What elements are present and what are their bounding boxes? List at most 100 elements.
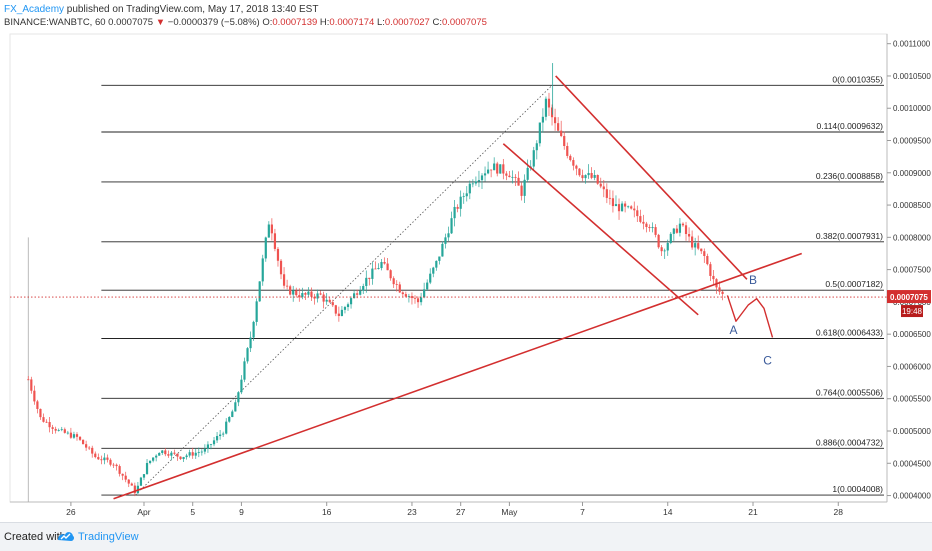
candle-body — [566, 146, 569, 156]
candle-body — [203, 448, 206, 452]
symbol-name: BINANCE:WANBTC, 60 — [4, 17, 106, 28]
candle-body — [319, 293, 322, 295]
candle-body — [654, 227, 657, 235]
candle-body — [678, 223, 682, 233]
candle-body — [286, 285, 289, 287]
down-triangle-icon: ▼ — [155, 17, 166, 28]
candle-body — [672, 228, 675, 234]
candle-body — [152, 457, 155, 461]
candle-body — [563, 136, 566, 147]
candle-body — [243, 361, 246, 380]
close-label: C: — [432, 17, 442, 28]
candle-body — [301, 293, 304, 298]
candle-body — [587, 173, 590, 176]
candle-body — [398, 284, 401, 293]
candle-body — [91, 447, 94, 454]
low-value: 0.0007027 — [384, 17, 430, 28]
price-change: −0.0000379 (−5.08%) — [167, 17, 260, 28]
candle-body — [468, 183, 471, 194]
candle-body — [602, 186, 605, 190]
x-tick-label: 27 — [456, 507, 466, 517]
candle-body — [709, 264, 712, 276]
last-price-tag — [887, 290, 931, 304]
fib-level-label: 0(0.0010355) — [832, 74, 883, 84]
candle-body — [694, 243, 697, 248]
candle-body — [517, 177, 520, 186]
candle-body — [700, 248, 703, 252]
candle-body — [374, 268, 377, 270]
candle-body — [72, 434, 76, 438]
candle-body — [252, 321, 255, 338]
y-tick-label: 0.0004000 — [893, 492, 931, 501]
candle-body — [292, 290, 295, 295]
candle-body — [617, 204, 621, 212]
candle-body — [273, 233, 277, 249]
y-tick-label: 0.0011000 — [893, 40, 931, 49]
fib-level-label: 0.764(0.0005506) — [816, 387, 883, 397]
last-price-tag-label: 0.0007075 — [890, 293, 928, 302]
candle-body — [215, 436, 219, 441]
candle-body — [63, 429, 66, 433]
candle-body — [194, 452, 197, 456]
candle-body — [237, 392, 240, 403]
candle-body — [666, 242, 669, 251]
candle-body — [432, 267, 435, 274]
low-label: L: — [376, 17, 385, 28]
candle-body — [684, 225, 688, 235]
candle-body — [419, 297, 423, 303]
candle-body — [639, 216, 642, 222]
plot-frame — [9, 33, 888, 503]
candle-body — [450, 218, 453, 234]
candle-body — [681, 223, 685, 226]
symbol-line: BINANCE:WANBTC, 60 0.0007075 ▼ −0.000037… — [4, 16, 487, 29]
candle-body — [127, 479, 130, 484]
candle-body — [164, 450, 167, 455]
candle-body — [596, 175, 599, 184]
candle-body — [234, 402, 237, 412]
candle-body — [85, 444, 88, 448]
candle-body — [325, 299, 328, 302]
candle-body — [94, 453, 97, 458]
candle-body — [593, 175, 596, 178]
candle-body — [380, 262, 383, 269]
candle-body — [222, 433, 225, 435]
candle-body — [206, 444, 210, 449]
candle-body — [69, 432, 73, 438]
candle-body — [429, 273, 432, 283]
fib-level-label: 0.236(0.0008858) — [816, 171, 883, 181]
candle-body — [444, 237, 447, 244]
candle-body — [383, 262, 386, 264]
candle-body — [340, 309, 344, 317]
candle-body — [636, 210, 639, 217]
candle-body — [182, 457, 185, 460]
candle-body — [520, 185, 523, 196]
author-link[interactable]: FX_Academy — [4, 4, 65, 15]
y-tick-label: 0.0005000 — [893, 427, 931, 436]
candle-body — [614, 204, 618, 207]
candle-body — [438, 256, 441, 261]
candle-body — [687, 234, 691, 237]
candle-body — [447, 233, 450, 238]
y-tick-label: 0.0005500 — [893, 395, 931, 404]
tradingview-brand[interactable]: TradingView — [78, 531, 139, 543]
candle-body — [459, 196, 462, 209]
open-value: 0.0007139 — [272, 17, 318, 28]
candle-body — [608, 197, 611, 199]
candle-body — [219, 434, 222, 437]
candle-body — [599, 183, 602, 187]
candle-body — [496, 163, 499, 174]
candle-body — [161, 450, 164, 453]
candle-body — [48, 422, 51, 428]
candle-body — [377, 268, 380, 270]
candle-body — [60, 429, 63, 431]
candle-body — [547, 98, 551, 108]
candle-body — [346, 304, 350, 308]
price-chart[interactable]: 0.0004000 0.0004500 0.0005000 0.0005500 0.00… — [0, 0, 932, 522]
candle-body — [441, 243, 444, 257]
candle-body — [627, 206, 630, 208]
candle-body — [642, 221, 645, 224]
candle-body — [401, 292, 404, 295]
candle-body — [270, 224, 273, 234]
candle-body — [337, 313, 340, 317]
candle-body — [611, 198, 615, 207]
